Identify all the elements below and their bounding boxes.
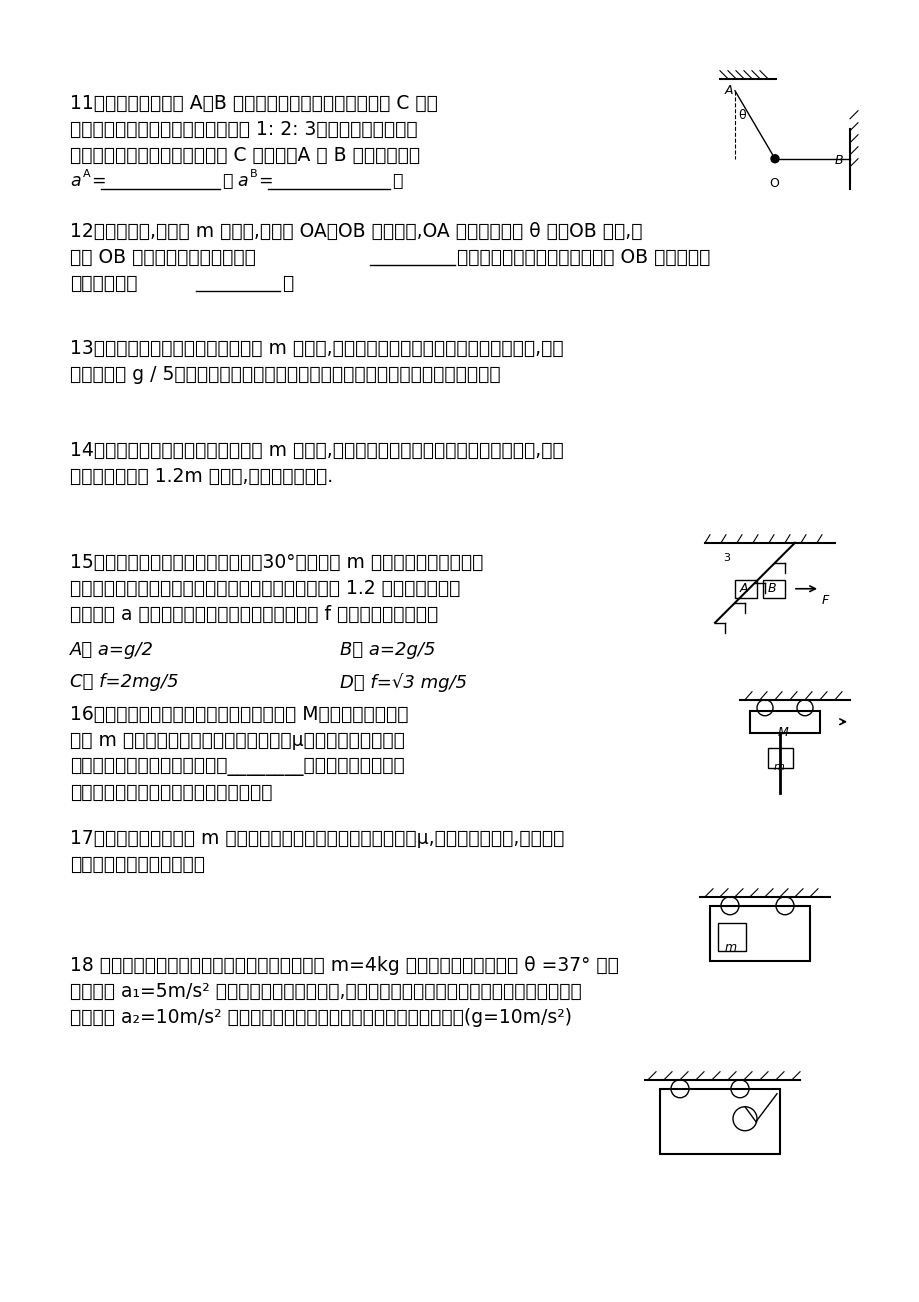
Bar bbox=[762, 579, 784, 598]
Bar bbox=[709, 906, 809, 961]
Text: 3: 3 bbox=[722, 553, 729, 562]
Text: F: F bbox=[821, 594, 828, 607]
Text: 12、如图所示,质量为 m 的小球,用细绳 OA、OB 悬挂起来,OA 与竖直方向成 θ 角，OB 水平,则: 12、如图所示,质量为 m 的小球,用细绳 OA、OB 悬挂起来,OA 与竖直方… bbox=[70, 221, 641, 241]
Text: m: m bbox=[724, 941, 736, 954]
Bar bbox=[749, 711, 819, 733]
Text: 球的加速度为: 球的加速度为 bbox=[70, 273, 137, 293]
Text: a: a bbox=[70, 172, 81, 190]
Text: 16、如图所示，小车上有竖直杆，总质量为 M，杆上套有一块质: 16、如图所示，小车上有竖直杆，总质量为 M，杆上套有一块质 bbox=[70, 704, 408, 724]
Bar bbox=[659, 1088, 779, 1154]
Text: 梯斜向上作匀加速运动时，人对电梯的压力是他体重的 1.2 倍，那么，电梯: 梯斜向上作匀加速运动时，人对电梯的压力是他体重的 1.2 倍，那么，电梯 bbox=[70, 579, 460, 598]
Text: B: B bbox=[834, 154, 843, 167]
Text: =: = bbox=[91, 172, 106, 190]
Text: 当小车以 a₁=5m/s² 的加速度向右加速运动时,小球对细线的拉力和对右壁的压力分别为多大？: 当小车以 a₁=5m/s² 的加速度向右加速运动时,小球对细线的拉力和对右壁的压… bbox=[70, 982, 581, 1001]
Text: A: A bbox=[83, 169, 91, 178]
Bar bbox=[734, 579, 756, 598]
Text: 多能提起质量为 1.2m 的重物,求电梯的加速度.: 多能提起质量为 1.2m 的重物,求电梯的加速度. bbox=[70, 466, 333, 486]
Text: B: B bbox=[250, 169, 257, 178]
Text: 量为 m 木块，木块和杆间的动摩擦因数为μ，小车静止时木块可: 量为 m 木块，木块和杆间的动摩擦因数为μ，小车静止时木块可 bbox=[70, 730, 404, 750]
Text: a: a bbox=[237, 172, 247, 190]
Text: =: = bbox=[257, 172, 272, 190]
Text: 17、如图所示，质量为 m 的物体与车厢的竖直面的动摩擦因数为μ,要使物体不下滑,车厢的加: 17、如图所示，质量为 m 的物体与车厢的竖直面的动摩擦因数为μ,要使物体不下滑… bbox=[70, 829, 563, 848]
Text: 滑，当沿水平方向迅速抽出木块 C 的瞬时。A 和 B 的速度分别是: 滑，当沿水平方向迅速抽出木块 C 的瞬时。A 和 B 的速度分别是 bbox=[70, 146, 420, 165]
Text: θ: θ bbox=[737, 109, 744, 122]
Text: A． a=g/2: A． a=g/2 bbox=[70, 641, 153, 659]
Text: A: A bbox=[739, 582, 748, 595]
Text: B． a=2g/5: B． a=2g/5 bbox=[340, 641, 435, 659]
Text: 14、一人在地面上最多能提起质量为 m 的重物,在沿竖直方向做匀变速直线运动的电梯中,他最: 14、一人在地面上最多能提起质量为 m 的重物,在沿竖直方向做匀变速直线运动的电… bbox=[70, 441, 563, 460]
Text: 滑水平面上运动时，木块才能匀速下滑。: 滑水平面上运动时，木块才能匀速下滑。 bbox=[70, 783, 272, 802]
Text: 的加速度 a 的大小和人与电梯表面间的静摩擦力 f 大小分别是（　　）: 的加速度 a 的大小和人与电梯表面间的静摩擦力 f 大小分别是（ ） bbox=[70, 604, 437, 624]
Text: 当小车以 a₂=10m/s² 的加速度向右加速运动时，两力又分别为多大？(g=10m/s²): 当小车以 a₂=10m/s² 的加速度向右加速运动时，两力又分别为多大？(g=1… bbox=[70, 1008, 572, 1027]
Text: ，若将细绳换成轻弹簧，则剪断 OB 的瞬间，小: ，若将细绳换成轻弹簧，则剪断 OB 的瞬间，小 bbox=[457, 247, 709, 267]
Text: O: O bbox=[768, 177, 778, 190]
Text: A: A bbox=[724, 83, 732, 96]
Text: D． f=√3 mg/5: D． f=√3 mg/5 bbox=[340, 673, 467, 691]
Text: 15、如图所示，电梯与地面的夹角为30°，质量为 m 的人站在电梯上。当电: 15、如图所示，电梯与地面的夹角为30°，质量为 m 的人站在电梯上。当电 bbox=[70, 553, 482, 572]
Bar bbox=[767, 747, 792, 768]
Circle shape bbox=[770, 155, 778, 163]
Text: m: m bbox=[773, 762, 784, 772]
Text: 13、一人在地面上最多能提起质量为 m 的重物,在沿竖直方向做匀变速直线运动的电梯中,当电: 13、一人在地面上最多能提起质量为 m 的重物,在沿竖直方向做匀变速直线运动的电… bbox=[70, 339, 563, 358]
Text: 速度至少多大？方向如何？: 速度至少多大？方向如何？ bbox=[70, 854, 205, 874]
Text: 18 如图所示，小车的右壁用轻细线悬挂一个质量 m=4kg 的小球，细线与右壁成 θ =37° 角，: 18 如图所示，小车的右壁用轻细线悬挂一个质量 m=4kg 的小球，细线与右壁成… bbox=[70, 956, 618, 975]
Text: 梯以大小为 g / 5，方向向上的加速度运动时，他最多能提起质量为为多大的重物？: 梯以大小为 g / 5，方向向上的加速度运动时，他最多能提起质量为为多大的重物？ bbox=[70, 365, 500, 384]
Text: M: M bbox=[777, 725, 788, 738]
Bar bbox=[717, 923, 745, 950]
Text: 沿杆自由滑下，必须对小车施加________的水平力让小车在光: 沿杆自由滑下，必须对小车施加________的水平力让小车在光 bbox=[70, 756, 404, 776]
Text: 三者静置于地面，它们的质量之比是 1: 2: 3。设所有接触面都光: 三者静置于地面，它们的质量之比是 1: 2: 3。设所有接触面都光 bbox=[70, 120, 417, 139]
Text: B: B bbox=[767, 582, 776, 595]
Text: C． f=2mg/5: C． f=2mg/5 bbox=[70, 673, 178, 691]
Text: ，: ， bbox=[221, 172, 233, 190]
Text: 。: 。 bbox=[282, 273, 293, 293]
Text: 剪断 OB 的瞬间，小球的加速度为: 剪断 OB 的瞬间，小球的加速度为 bbox=[70, 247, 255, 267]
Text: 。: 。 bbox=[391, 172, 402, 190]
Text: 11、如图所示，木块 A、B 用一轻弹簧相连，竖直放在木块 C 上，: 11、如图所示，木块 A、B 用一轻弹簧相连，竖直放在木块 C 上， bbox=[70, 94, 437, 113]
